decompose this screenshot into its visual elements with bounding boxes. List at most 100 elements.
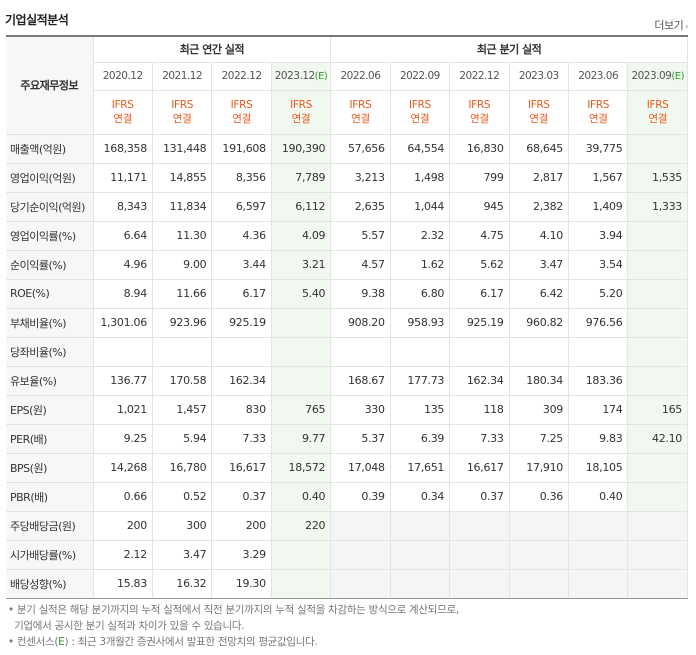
table-cell — [627, 453, 688, 483]
annual-group-header: 최근 연간 실적 — [93, 36, 332, 63]
table-cell: 2.12 — [93, 540, 153, 570]
table-cell: 765 — [271, 395, 332, 425]
table-cell: 300 — [152, 511, 213, 541]
table-cell — [568, 337, 629, 367]
period-header: 2021.12 — [152, 62, 213, 91]
table-cell: 5.94 — [152, 424, 213, 454]
table-cell — [330, 337, 391, 367]
table-cell — [271, 540, 332, 570]
table-cell: 0.37 — [449, 482, 510, 512]
row-label: ROE(%) — [6, 279, 94, 309]
table-cell: 17,048 — [330, 453, 391, 483]
ifrs-consolidated: 연결 — [172, 113, 192, 125]
table-cell: 170.58 — [152, 366, 213, 396]
estimate-marker: (E) — [314, 71, 328, 82]
table-cell: 162.34 — [449, 366, 510, 396]
row-label: 순이익률(%) — [6, 250, 94, 280]
period-label: 2023.12 — [274, 70, 315, 82]
table-cell: 2,635 — [330, 192, 391, 222]
ifrs-label: IFRS 연결 — [211, 90, 272, 135]
period-header: 2023.12(E) — [271, 62, 332, 91]
table-cell — [390, 337, 451, 367]
table-cell: 177.73 — [390, 366, 451, 396]
table-cell — [627, 221, 688, 251]
table-cell: 945 — [449, 192, 510, 222]
table-cell: 1,498 — [390, 163, 451, 193]
row-label: 당기순이익(억원) — [6, 192, 94, 222]
row-label: 영업이익(억원) — [6, 163, 94, 193]
table-cell: 19.30 — [211, 569, 272, 599]
more-link[interactable]: 더보기 › — [654, 17, 688, 33]
table-cell: 925.19 — [449, 308, 510, 338]
financial-summary-table: 주요재무정보 최근 연간 실적 최근 분기 실적 2020.12 2021.12 2… — [6, 35, 688, 599]
estimate-marker: (E) — [671, 71, 684, 82]
table-cell: 5.37 — [330, 424, 391, 454]
ifrs-standard: IFRS — [290, 99, 312, 111]
table-cell: 925.19 — [211, 308, 272, 338]
table-cell — [449, 540, 510, 570]
ifrs-label: IFRS 연결 — [627, 90, 688, 135]
table-cell — [449, 337, 510, 367]
table-cell: 1,535 — [627, 163, 688, 193]
ifrs-standard: IFRS — [349, 99, 372, 111]
table-cell: 5.62 — [449, 250, 510, 280]
table-cell — [568, 569, 629, 599]
table-row: 영업이익률(%) 6.64 11.30 4.36 4.09 5.57 2.32 4.75 4.1… — [6, 221, 688, 251]
ifrs-label: IFRS 연결 — [93, 90, 153, 135]
footnote-quarterly-cont: 기업에서 공시한 분기 실적과 차이가 있을 수 있습니다. — [8, 620, 245, 632]
table-row: 유보율(%) 136.77 170.58 162.34 168.67 177.73 162.… — [6, 366, 688, 396]
table-cell: 0.52 — [152, 482, 213, 512]
ifrs-consolidated: 연결 — [588, 113, 608, 125]
table-cell: 8.94 — [93, 279, 153, 309]
period-label: 2022.12 — [221, 70, 262, 82]
table-cell: 11,171 — [93, 163, 153, 193]
table-cell: 174 — [568, 395, 629, 425]
table-cell: 11.30 — [152, 221, 213, 251]
ifrs-consolidated: 연결 — [529, 113, 549, 125]
table-cell — [627, 308, 688, 338]
table-cell: 118 — [449, 395, 510, 425]
table-row: PBR(배) 0.66 0.52 0.37 0.40 0.39 0.34 0.37 0.36 0.… — [6, 482, 688, 512]
table-cell: 0.34 — [390, 482, 451, 512]
table-cell: 958.93 — [390, 308, 451, 338]
row-label: 시가배당률(%) — [6, 540, 94, 570]
row-label: 당좌비율(%) — [6, 337, 94, 367]
table-cell: 1,044 — [390, 192, 451, 222]
footnote-consensus-e: E — [58, 636, 65, 648]
table-cell: 183.36 — [568, 366, 629, 396]
footnotes: • 분기 실적은 해당 분기까지의 누적 실적에서 직전 분기까지의 누적 실적… — [8, 602, 688, 650]
table-cell: 7.33 — [211, 424, 272, 454]
period-label: 2023.09 — [631, 70, 672, 82]
table-cell: 6.17 — [211, 279, 272, 309]
table-cell: 4.75 — [449, 221, 510, 251]
table-cell — [627, 250, 688, 280]
table-cell: 908.20 — [330, 308, 391, 338]
table-cell: 180.34 — [509, 366, 570, 396]
period-header: 2020.12 — [93, 62, 153, 91]
table-cell: 11,834 — [152, 192, 213, 222]
table-cell: 11.66 — [152, 279, 213, 309]
table-cell: 5.40 — [271, 279, 332, 309]
period-header: 2023.06 — [568, 62, 629, 91]
table-cell: 9.00 — [152, 250, 213, 280]
table-cell — [271, 337, 332, 367]
table-cell: 16.32 — [152, 569, 213, 599]
table-cell: 309 — [509, 395, 570, 425]
table-cell: 1,409 — [568, 192, 629, 222]
table-cell: 3.44 — [211, 250, 272, 280]
table-cell: 18,105 — [568, 453, 629, 483]
ifrs-standard: IFRS — [587, 99, 610, 111]
ifrs-consolidated: 연결 — [351, 113, 370, 125]
table-cell: 136.77 — [93, 366, 153, 396]
more-label: 더보기 — [654, 19, 684, 32]
table-cell: 4.09 — [271, 221, 332, 251]
table-cell: 162.34 — [211, 366, 272, 396]
row-label: 영업이익률(%) — [6, 221, 94, 251]
table-cell: 39,775 — [568, 134, 629, 164]
table-cell: 3.21 — [271, 250, 332, 280]
table-cell: 1,567 — [568, 163, 629, 193]
table-row: 매출액(억원) 168,358 131,448 191,608 190,390 57,65… — [6, 134, 688, 164]
ifrs-label: IFRS 연결 — [449, 90, 510, 135]
table-cell: 168.67 — [330, 366, 391, 396]
table-cell: 16,830 — [449, 134, 510, 164]
